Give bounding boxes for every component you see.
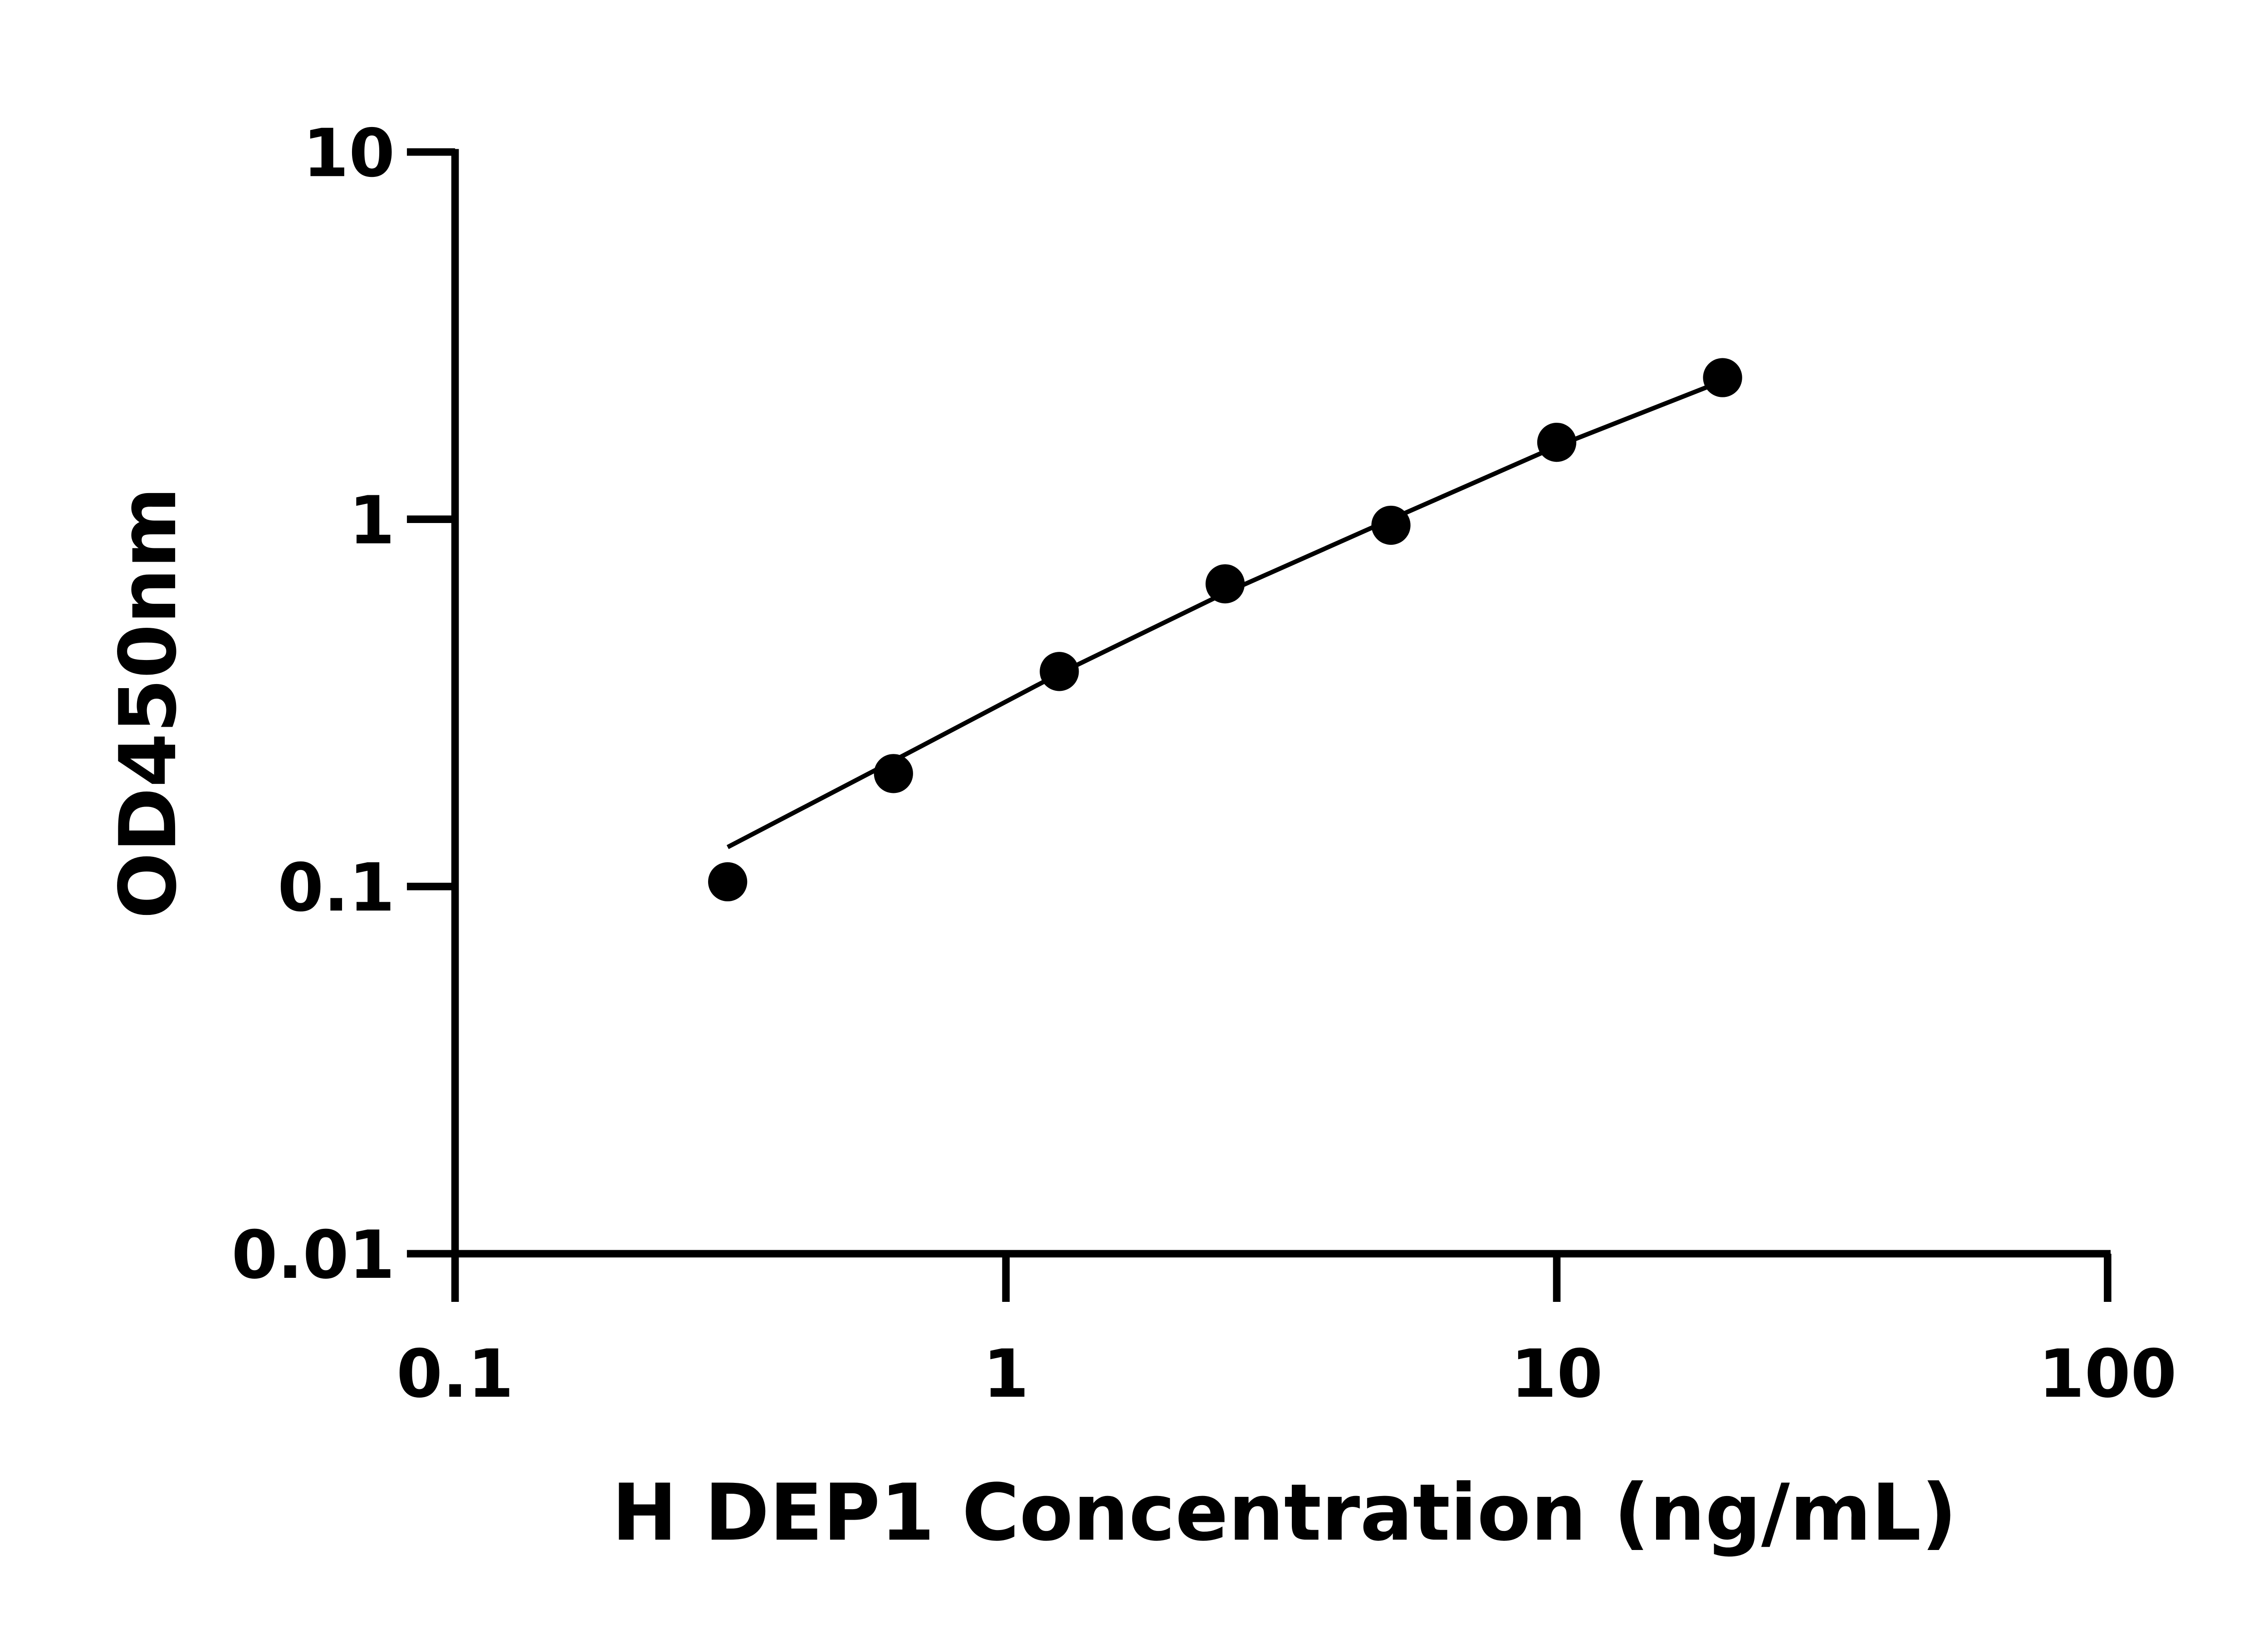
data-point <box>1205 564 1245 604</box>
y-tick-label: 0.1 <box>278 849 395 926</box>
data-point <box>1040 652 1079 691</box>
x-tick-label: 10 <box>1510 1335 1603 1413</box>
data-point <box>1537 422 1577 462</box>
data-points <box>708 358 1742 902</box>
x-tick-label: 0.1 <box>396 1335 514 1413</box>
x-tick-label: 1 <box>983 1335 1029 1413</box>
data-point <box>874 754 913 793</box>
y-tick-label: 1 <box>349 482 395 559</box>
data-point <box>1703 358 1742 397</box>
data-point <box>708 862 748 902</box>
x-axis-label: H DEP1 Concentration (ng/mL) <box>612 1467 1957 1558</box>
y-tick-label: 10 <box>303 115 395 192</box>
y-axis-label: OD450nm <box>103 487 194 919</box>
x-tick-label: 100 <box>2038 1335 2177 1413</box>
data-point <box>1371 505 1411 545</box>
y-tick-label: 0.01 <box>231 1217 395 1294</box>
